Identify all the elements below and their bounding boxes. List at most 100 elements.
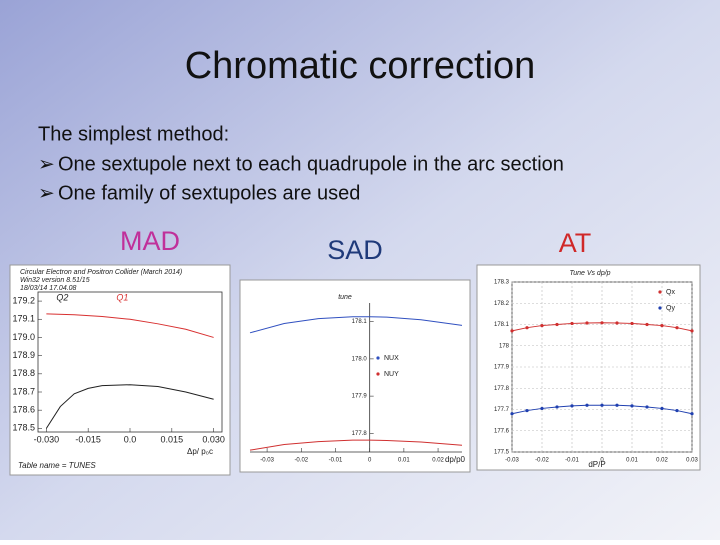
curve	[45, 384, 214, 429]
point	[690, 329, 694, 333]
y-tick-label: 177.9	[494, 365, 510, 371]
point	[540, 406, 544, 411]
point	[525, 326, 529, 330]
y-tick-label: 178.6	[12, 405, 35, 415]
point	[585, 403, 589, 407]
y-tick-label: 178.1	[352, 319, 368, 325]
y-tick-label: 177.9	[352, 394, 368, 400]
y-tick-label: 179.0	[12, 332, 35, 342]
bullet: One family of sextupoles are used	[58, 182, 360, 204]
point	[600, 403, 604, 407]
legend-label: NUX	[384, 355, 399, 362]
bullet-arrow: ➢	[38, 153, 55, 175]
point	[600, 321, 604, 325]
y-tick-label: 177.8	[494, 386, 510, 392]
point	[645, 405, 649, 409]
y-tick-label: 177.5	[494, 450, 510, 456]
point	[510, 329, 514, 333]
point	[630, 404, 634, 408]
y-tick-label: 178.9	[12, 350, 35, 360]
y-tick-label: 177.8	[352, 431, 368, 437]
point	[555, 322, 559, 327]
y-tick-label: 178	[499, 343, 510, 349]
point	[510, 412, 514, 416]
x-tick-label: -0.02	[294, 458, 308, 464]
x-tick-label: -0.03	[260, 458, 274, 464]
panel-frame	[9, 264, 231, 476]
intro: The simplest method:	[38, 123, 229, 145]
point	[555, 405, 559, 409]
x-tick-label: 0	[600, 458, 604, 464]
panel-label: MAD	[120, 226, 180, 256]
panel-header: Win32 version 8.51/15	[20, 277, 90, 284]
slide-title: Chromatic correction	[185, 45, 536, 87]
point	[540, 323, 544, 328]
x-tick-label: 0.02	[432, 458, 444, 464]
point	[690, 412, 694, 416]
legend-marker	[658, 306, 662, 310]
y-tick-label: 177.6	[494, 428, 510, 434]
series-label: Q1	[116, 292, 128, 302]
x-tick-label: 0.030	[202, 434, 225, 444]
series-label: Q2	[56, 292, 68, 302]
point	[675, 408, 679, 413]
y-tick-label: 178.8	[12, 368, 35, 378]
legend-marker	[376, 372, 380, 376]
x-axis-label: dP/P	[588, 460, 605, 469]
x-tick-label: 0.01	[398, 458, 410, 464]
panel-label: SAD	[327, 235, 383, 265]
bullet: One sextupole next to each quadrupole in…	[58, 153, 564, 175]
x-axis-label: Δp/ p₀c	[187, 447, 213, 456]
x-tick-label: -0.015	[75, 434, 101, 444]
panel-header: Circular Electron and Positron Collider …	[20, 269, 182, 276]
y-tick-label: 179.2	[12, 295, 35, 305]
point	[570, 404, 574, 408]
panel-footer: Table name = TUNES	[18, 461, 96, 470]
curve	[249, 316, 463, 334]
y-tick-label: 177.7	[494, 407, 510, 413]
x-tick-label: -0.03	[505, 458, 519, 464]
point	[645, 322, 649, 327]
point	[525, 408, 529, 413]
y-tick-label: 178.7	[12, 386, 35, 396]
legend-marker	[658, 290, 662, 294]
curve	[249, 439, 463, 451]
point	[660, 406, 664, 411]
legend-marker	[376, 356, 380, 360]
x-tick-label: -0.01	[329, 458, 343, 464]
y-tick-label: 178.3	[494, 280, 510, 286]
x-axis-label: dp/p0	[445, 455, 466, 464]
point	[615, 321, 619, 325]
y-tick-label: 178.2	[494, 301, 510, 307]
x-tick-label: 0.02	[656, 458, 668, 464]
y-tick-label: 178.5	[12, 423, 35, 433]
x-tick-label: 0.015	[161, 434, 184, 444]
bullet-arrow: ➢	[38, 182, 55, 204]
y-tick-label: 179.1	[12, 314, 35, 324]
y-tick-label: 178.1	[494, 322, 510, 328]
point	[570, 321, 574, 326]
x-tick-label: 0.0	[124, 434, 137, 444]
y-tick-label: 178.0	[352, 356, 368, 362]
x-tick-label: -0.01	[565, 458, 579, 464]
point	[660, 323, 664, 328]
panel-label: AT	[559, 228, 592, 258]
legend-label: NUY	[384, 371, 399, 378]
curve	[46, 313, 214, 338]
x-tick-label: -0.02	[535, 458, 549, 464]
panel-header: 18/03/14 17.04.08	[20, 285, 77, 292]
point	[585, 321, 589, 325]
legend-label: Qx	[666, 289, 675, 296]
x-tick-label: 0.03	[686, 458, 698, 464]
point	[630, 321, 634, 326]
legend-label: Qy	[666, 305, 675, 312]
x-tick-label: 0.01	[626, 458, 638, 464]
panel-header: Tune Vs dp/p	[569, 270, 610, 277]
point	[675, 326, 679, 330]
point	[615, 403, 619, 407]
panel-header: tune	[338, 294, 352, 301]
panel-frame	[476, 264, 701, 471]
x-tick-label: -0.030	[34, 434, 60, 444]
